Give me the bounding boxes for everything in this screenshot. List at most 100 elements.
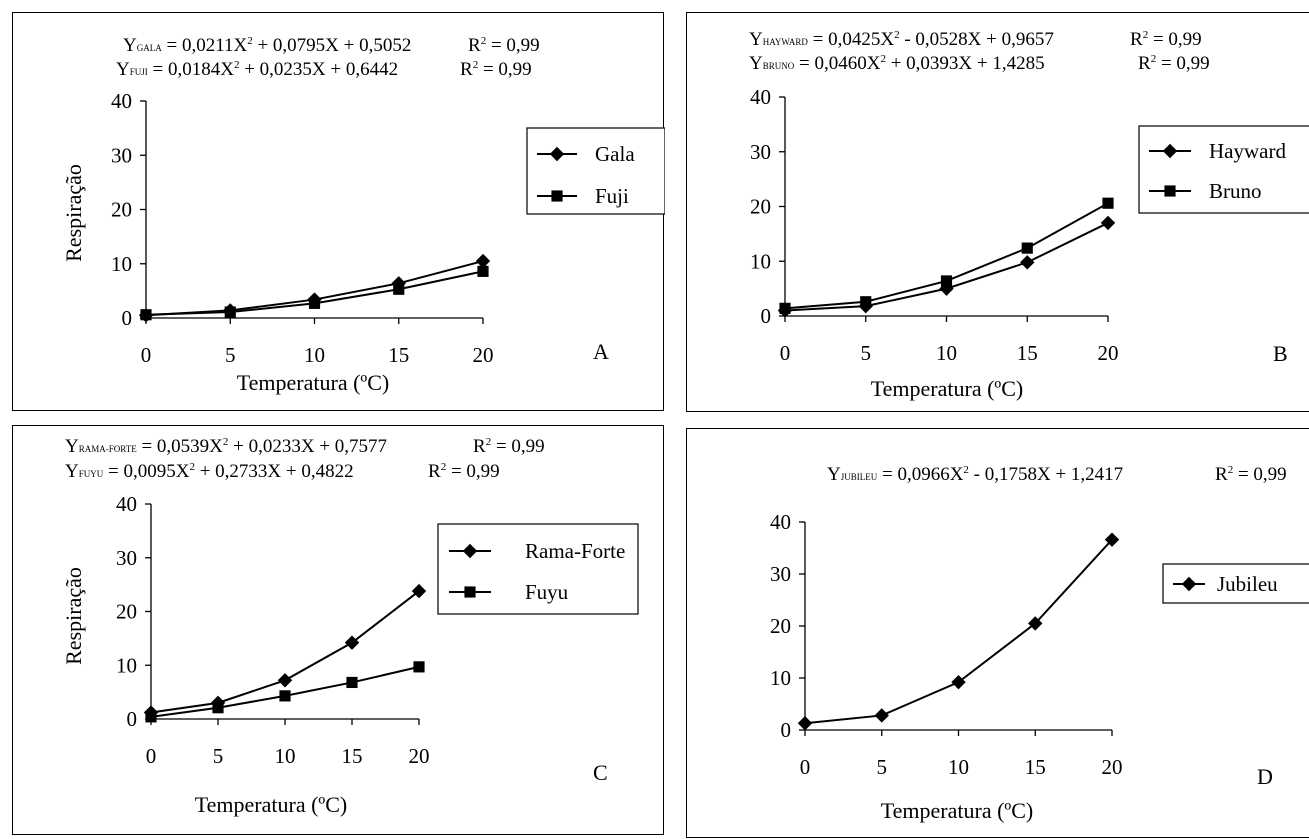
equation-y: Y bbox=[65, 461, 79, 482]
equation-terms: + 0,0795X + 0,5052 bbox=[253, 35, 412, 56]
legend-marker bbox=[464, 586, 476, 598]
r-squared-label: R bbox=[1130, 29, 1143, 50]
r-squared-superscript: 2 bbox=[1151, 53, 1157, 65]
legend-box bbox=[526, 127, 665, 215]
x-tick-label: 10 bbox=[948, 755, 969, 779]
r-squared-label: R bbox=[1138, 53, 1151, 74]
y-tick-label: 0 bbox=[127, 707, 138, 731]
legend-marker bbox=[549, 146, 565, 162]
y-axis-label: Respiração bbox=[61, 567, 86, 665]
r-squared-b-2: R2 = 0,99 bbox=[1138, 53, 1210, 74]
data-point bbox=[951, 674, 966, 690]
r-squared-c-2: R2 = 0,99 bbox=[428, 461, 500, 482]
equation-a-2: YFUJI = 0,0184X2 + 0,0235X + 0,6442 bbox=[116, 59, 398, 80]
data-point bbox=[477, 265, 489, 277]
series-fuji bbox=[140, 265, 489, 321]
equation-c-1: YRAMA-FORTE = 0,0539X2 + 0,0233X + 0,757… bbox=[65, 436, 387, 457]
chart-b-svg: YHAYWARD = 0,0425X2 - 0,0528X + 0,9657 R2… bbox=[749, 29, 1309, 401]
r-squared-value: = 0,99 bbox=[446, 461, 499, 482]
y-tick-label: 20 bbox=[750, 195, 771, 219]
x-tick-label: 5 bbox=[877, 755, 888, 779]
series-gala bbox=[138, 253, 491, 323]
y-tick-label: 20 bbox=[770, 614, 791, 638]
r-squared-superscript: 2 bbox=[441, 461, 447, 473]
legend-marker bbox=[1162, 143, 1178, 159]
equation-expression: = 0,0425X bbox=[808, 29, 894, 50]
x-tick-label: 15 bbox=[388, 343, 409, 367]
equation-expression: = 0,0966X bbox=[877, 464, 963, 485]
chart-panel-d: YJUBILEU = 0,0966X2 - 0,1758X + 1,2417 R2… bbox=[686, 428, 1309, 838]
r-squared-a-1: R2 = 0,99 bbox=[468, 35, 540, 56]
series-hayward bbox=[777, 215, 1116, 318]
y-tick-label: 30 bbox=[111, 143, 132, 167]
r-squared-superscript: 2 bbox=[473, 59, 479, 71]
x-tick-label: 0 bbox=[800, 755, 811, 779]
equation-subscript: JUBILEU bbox=[841, 472, 878, 482]
x-tick-label: 5 bbox=[225, 343, 236, 367]
x-tick-label: 15 bbox=[342, 744, 363, 768]
equation-a-1: YGALA = 0,0211X2 + 0,0795X + 0,5052 bbox=[123, 35, 411, 56]
equation-y: Y bbox=[123, 35, 137, 56]
equation-terms: + 0,0235X + 0,6442 bbox=[239, 59, 398, 80]
legend-marker bbox=[1164, 185, 1176, 197]
x-tick-label: 0 bbox=[780, 341, 791, 365]
x-axis-label: Temperatura (ºC) bbox=[871, 376, 1024, 401]
x-tick-label: 20 bbox=[473, 343, 494, 367]
x-tick-label: 0 bbox=[146, 744, 157, 768]
r-squared-superscript: 2 bbox=[1228, 464, 1234, 476]
x-tick-label: 0 bbox=[141, 343, 152, 367]
equation-superscript: 2 bbox=[234, 59, 240, 71]
data-point bbox=[874, 708, 889, 723]
y-tick-label: 10 bbox=[111, 252, 132, 276]
panel-letter: C bbox=[593, 760, 608, 785]
data-point bbox=[860, 296, 872, 308]
chart-panel-a: YGALA = 0,0211X2 + 0,0795X + 0,5052 R2 = … bbox=[12, 12, 665, 411]
series-jubileu bbox=[797, 532, 1120, 731]
x-tick-label: 15 bbox=[1017, 341, 1038, 365]
equation-superscript: 2 bbox=[189, 461, 195, 473]
y-tick-label: 30 bbox=[770, 562, 791, 586]
x-tick-label: 20 bbox=[1098, 341, 1119, 365]
equation-y: Y bbox=[116, 59, 130, 80]
equation-y: Y bbox=[65, 436, 79, 457]
r-squared-value: = 0,99 bbox=[1233, 464, 1286, 485]
data-point bbox=[224, 306, 236, 318]
r-squared-value: = 0,99 bbox=[1148, 29, 1201, 50]
data-point bbox=[1020, 255, 1035, 270]
r-squared-label: R bbox=[460, 59, 473, 80]
chart-a-svg: YGALA = 0,0211X2 + 0,0795X + 0,5052 R2 = … bbox=[61, 35, 665, 395]
r-squared-value: = 0,99 bbox=[491, 436, 544, 457]
x-tick-label: 10 bbox=[936, 341, 957, 365]
data-point bbox=[1102, 197, 1114, 209]
chart-panel-b: YHAYWARD = 0,0425X2 - 0,0528X + 0,9657 R2… bbox=[686, 12, 1309, 412]
equation-subscript: BRUNO bbox=[763, 61, 795, 71]
y-tick-label: 40 bbox=[770, 510, 791, 534]
equation-y: Y bbox=[749, 53, 763, 74]
equation-c-2: YFUYU = 0,0095X2 + 0,2733X + 0,4822 bbox=[65, 461, 354, 482]
y-tick-label: 0 bbox=[761, 304, 772, 328]
y-tick-label: 30 bbox=[750, 140, 771, 164]
equation-d-1: YJUBILEU = 0,0966X2 - 0,1758X + 1,2417 bbox=[827, 464, 1123, 485]
series-fuyu bbox=[145, 661, 425, 723]
legend-label: Fuji bbox=[595, 184, 629, 208]
y-tick-label: 40 bbox=[111, 89, 132, 113]
equation-y: Y bbox=[749, 29, 763, 50]
series-line bbox=[784, 222, 1109, 312]
x-tick-label: 5 bbox=[213, 744, 224, 768]
r-squared-b-1: R2 = 0,99 bbox=[1130, 29, 1202, 50]
panel-letter: D bbox=[1257, 764, 1273, 789]
legend-box bbox=[1138, 125, 1309, 214]
data-point bbox=[1028, 616, 1043, 631]
equation-subscript: HAYWARD bbox=[763, 37, 809, 47]
r-squared-label: R bbox=[473, 436, 486, 457]
equation-expression: = 0,0539X bbox=[137, 436, 223, 457]
r-squared-superscript: 2 bbox=[481, 35, 487, 47]
data-point bbox=[277, 673, 293, 688]
x-axis-label: Temperatura (ºC) bbox=[195, 792, 348, 817]
data-point bbox=[346, 676, 358, 689]
data-point bbox=[1100, 215, 1116, 231]
data-point bbox=[393, 283, 405, 295]
equation-subscript: FUYU bbox=[79, 469, 104, 479]
series-bruno bbox=[779, 197, 1114, 314]
legend: Rama-Forte Fuyu bbox=[437, 523, 639, 615]
